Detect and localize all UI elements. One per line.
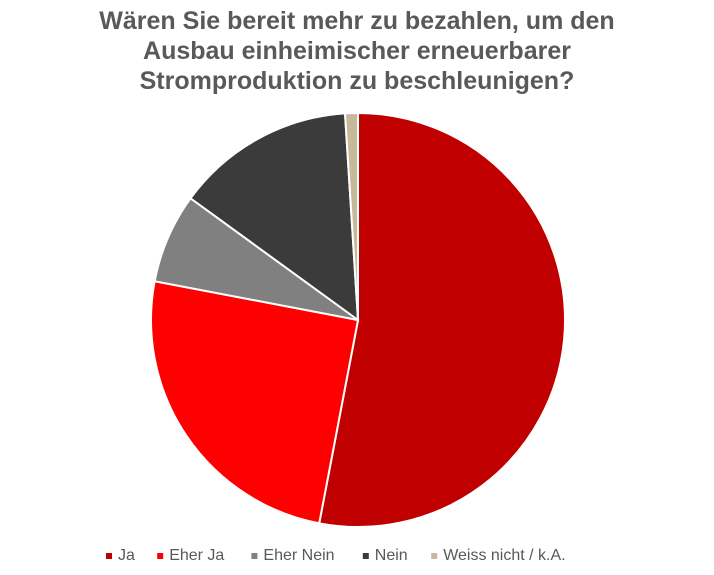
legend-swatch bbox=[157, 553, 164, 559]
legend-label: Eher Nein bbox=[263, 547, 334, 564]
pie-slice bbox=[150, 280, 360, 525]
chart-title: Wären Sie bereit mehr zu bezahlen, um de… bbox=[99, 7, 615, 95]
pie-slice bbox=[318, 111, 566, 528]
legend-label: Eher Ja bbox=[169, 547, 224, 564]
legend-label: Weiss nicht / k.A. bbox=[443, 547, 565, 564]
legend-swatch bbox=[106, 553, 112, 559]
legend-label: Nein bbox=[375, 547, 408, 564]
legend-label: Ja bbox=[118, 547, 135, 564]
legend-swatch bbox=[431, 553, 438, 559]
legend-swatch bbox=[251, 553, 258, 559]
pie-slice bbox=[343, 111, 359, 321]
legend-swatch bbox=[362, 553, 369, 559]
pie-slice bbox=[189, 112, 360, 323]
